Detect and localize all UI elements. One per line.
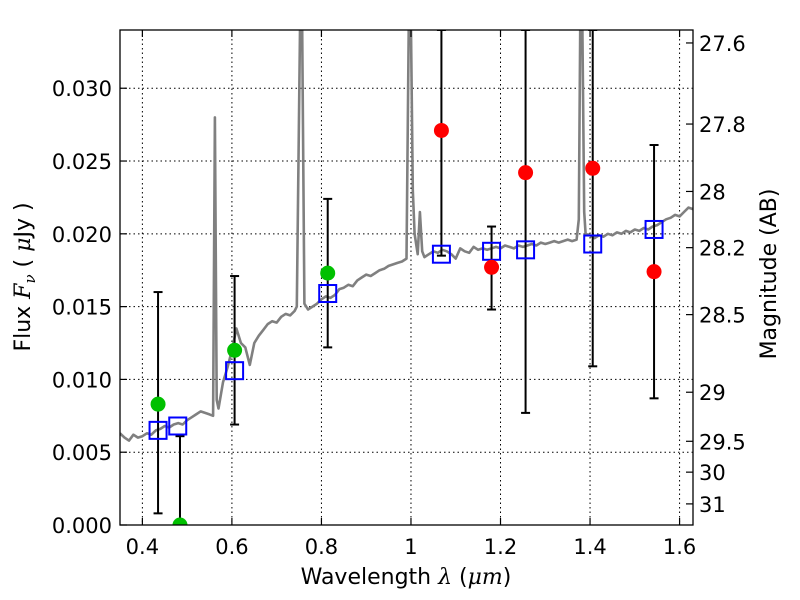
y-tick-label-5: 0.025 xyxy=(52,150,112,174)
synthetic-marker-0 xyxy=(148,420,168,440)
mag-tick-label-6: 29.5 xyxy=(699,430,746,454)
x-axis-ticks: 0.4 0.6 0.8 1 1.2 1.4 1.6 xyxy=(126,30,696,559)
y-tick-label-2: 0.010 xyxy=(52,368,112,392)
synthetic-marker-7 xyxy=(583,234,603,254)
mag-tick-label-3: 28.2 xyxy=(699,237,746,261)
y-axis-ticks: 0.000 0.005 0.010 0.015 0.020 0.025 0.030 xyxy=(52,77,127,538)
x-tick-label-2: 0.8 xyxy=(305,535,338,559)
synthetic-marker-4 xyxy=(431,244,451,264)
mag-tick-label-0: 27.6 xyxy=(699,32,746,56)
synthetic-marker-6 xyxy=(516,240,536,260)
mag-tick-label-1: 27.8 xyxy=(699,113,746,137)
mag-tick-label-7: 30 xyxy=(699,461,726,485)
y-tick-label-3: 0.015 xyxy=(52,296,112,320)
synthetic-photometry-markers xyxy=(148,219,664,440)
mag-tick-label-2: 28 xyxy=(699,180,726,204)
observed-marker-4 xyxy=(433,122,449,138)
y-axis-title: Flux Fν ( μJy ) xyxy=(11,202,39,351)
x-tick-label-0: 0.4 xyxy=(126,535,159,559)
observed-photometry-markers xyxy=(150,122,662,525)
observed-marker-1 xyxy=(172,517,188,525)
mag-tick-label-5: 29 xyxy=(699,381,726,405)
observed-marker-6 xyxy=(518,165,534,181)
x-tick-label-6: 1.6 xyxy=(663,535,696,559)
magnitude-axis-title: Magnitude (AB) xyxy=(757,189,782,360)
y-tick-label-4: 0.020 xyxy=(52,223,112,247)
observed-marker-3 xyxy=(320,265,336,281)
observed-marker-7 xyxy=(585,160,601,176)
observed-marker-0 xyxy=(150,396,166,412)
observed-marker-5 xyxy=(484,259,500,275)
x-tick-label-5: 1.4 xyxy=(573,535,606,559)
synthetic-marker-3 xyxy=(318,284,338,304)
mag-tick-label-8: 31 xyxy=(699,493,726,517)
synthetic-marker-5 xyxy=(482,241,502,261)
y-tick-label-0: 0.000 xyxy=(52,514,112,538)
x-tick-label-4: 1.2 xyxy=(484,535,517,559)
plot-frame xyxy=(119,29,694,526)
x-axis-title: Wavelength λ (μm) xyxy=(301,565,512,590)
y-tick-label-6: 0.030 xyxy=(52,77,112,101)
x-tick-label-3: 1 xyxy=(404,535,417,559)
x-tick-label-1: 0.6 xyxy=(215,535,248,559)
mag-tick-label-4: 28.5 xyxy=(699,304,746,328)
plot-area xyxy=(120,30,693,525)
observed-marker-8 xyxy=(646,264,662,280)
observed-marker-2 xyxy=(227,342,243,358)
synthetic-marker-8 xyxy=(644,219,664,239)
y-tick-label-1: 0.005 xyxy=(52,441,112,465)
synthetic-marker-1 xyxy=(168,416,188,436)
magnitude-axis-ticks: 27.6 27.8 28 28.2 28.5 29 29.5 30 31 xyxy=(686,32,746,517)
synthetic-marker-2 xyxy=(225,361,245,381)
